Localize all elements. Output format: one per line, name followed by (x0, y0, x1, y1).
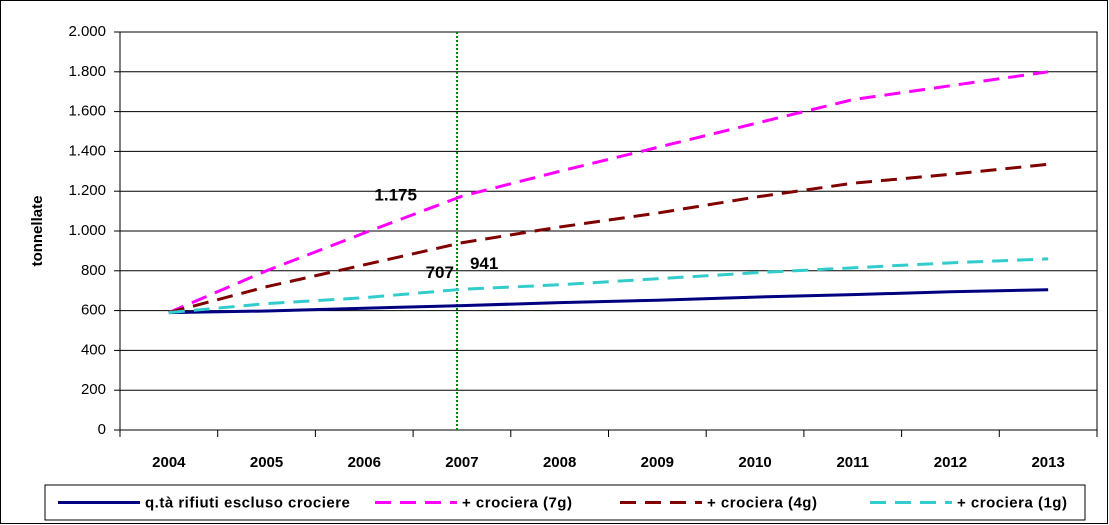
y-tick-label: 0 (98, 421, 106, 438)
y-tick-label: 1.800 (68, 63, 106, 80)
y-tick-label: 1.400 (68, 142, 106, 159)
y-tick-label: 200 (81, 381, 106, 398)
data-label: 941 (470, 254, 498, 273)
legend-label: + crociera (4g) (707, 494, 817, 511)
y-tick-label: 400 (81, 341, 106, 358)
y-tick-label: 1.600 (68, 103, 106, 120)
x-tick-label: 2008 (543, 454, 576, 471)
x-tick-label: 2007 (445, 454, 478, 471)
x-tick-label: 2004 (152, 454, 186, 471)
x-tick-label: 2005 (250, 454, 283, 471)
y-axis-label: tonnellate (29, 196, 46, 267)
y-tick-label: 800 (81, 262, 106, 279)
x-tick-label: 2009 (641, 454, 674, 471)
series-line (168, 257, 1049, 315)
legend-box (44, 484, 1086, 521)
series-line (168, 162, 1049, 315)
legend-label: + crociera (7g) (462, 494, 572, 511)
y-tick-label: 2.000 (68, 23, 106, 40)
x-tick-label: 2011 (836, 454, 869, 471)
x-tick-label: 2013 (1031, 454, 1064, 471)
x-tick-label: 2012 (934, 454, 967, 471)
legend-label: q.tà rifiuti escluso crociere (145, 494, 350, 511)
y-tick-label: 1.000 (68, 222, 106, 239)
data-label: 1.175 (374, 186, 417, 205)
y-tick-label: 1.200 (68, 182, 106, 199)
x-tick-label: 2006 (348, 454, 381, 471)
legend-label: + crociera (1g) (957, 494, 1067, 511)
series-line (168, 70, 1049, 314)
series-line (168, 288, 1049, 315)
data-label: 707 (426, 263, 454, 282)
y-tick-label: 600 (81, 302, 106, 319)
x-tick-label: 2010 (738, 454, 771, 471)
